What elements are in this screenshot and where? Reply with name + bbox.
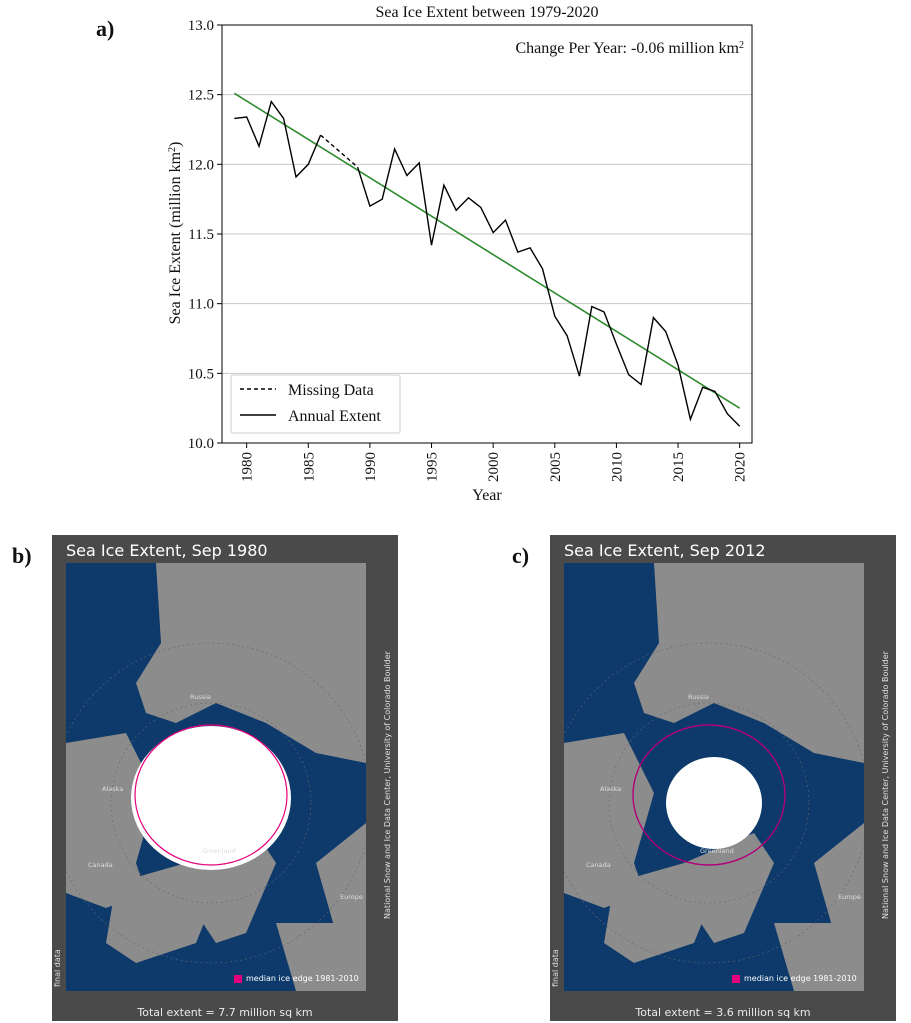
- map-title: Sea Ice Extent, Sep 2012: [564, 541, 766, 560]
- x-tick-label: 1980: [240, 452, 256, 482]
- chart-title: Sea Ice Extent between 1979-2020: [375, 4, 598, 21]
- label-russia: Russia: [688, 693, 709, 701]
- map-legend-label: median ice edge 1981-2010: [744, 974, 857, 983]
- lat-circle: [110, 702, 312, 904]
- label-europe: Europe: [340, 893, 363, 901]
- land-russia: [136, 563, 366, 763]
- land-south: [276, 923, 366, 991]
- arctic-map-canvas: Russia Alaska Canada Greenland Europe me…: [66, 563, 366, 991]
- arctic-map-svg: [564, 563, 864, 991]
- land-canada: [604, 863, 714, 963]
- land-canada: [106, 863, 216, 963]
- median-ice-edge: [134, 724, 288, 866]
- land-alaska: [66, 733, 156, 908]
- legend-annual-label: Annual Extent: [288, 408, 381, 425]
- land-russia: [634, 563, 864, 763]
- median-edge-swatch: [732, 975, 740, 983]
- x-tick-label: 1985: [301, 452, 317, 482]
- legend-box: [230, 374, 401, 434]
- x-tick-label: 2000: [486, 452, 502, 482]
- lat-circle: [66, 642, 366, 964]
- series-missing-data: [320, 134, 359, 168]
- total-extent: Total extent = 3.6 million sq km: [635, 1006, 811, 1019]
- median-ice-edge: [632, 724, 786, 866]
- credit-label: National Snow and Ice Data Center, Unive…: [879, 575, 893, 995]
- total-extent: Total extent = 7.7 million sq km: [137, 1006, 313, 1019]
- land-europe: [814, 823, 864, 943]
- land-europe: [316, 823, 366, 943]
- y-tick-label: 10.0: [188, 436, 214, 452]
- label-greenland: Greenland: [700, 847, 734, 855]
- y-axis-label: Sea Ice Extent (million km2): [167, 142, 185, 325]
- map-2012: Sea Ice Extent, Sep 2012 Russia Alaska C…: [550, 535, 896, 1021]
- credit-label: National Snow and Ice Data Center, Unive…: [381, 575, 395, 995]
- label-alaska: Alaska: [600, 785, 622, 793]
- x-tick-label: 1995: [425, 452, 441, 482]
- axes: 10.0 10.5 11.0 11.5 12.0 12.5 13.0 1980 1985 1990…: [188, 18, 753, 482]
- land-alaska: [564, 733, 654, 908]
- plot-frame: [221, 24, 753, 444]
- trend-line: [233, 92, 741, 409]
- panel-label-c: c): [512, 543, 530, 568]
- arctic-map-canvas: Russia Alaska Canada Greenland Europe me…: [564, 563, 864, 991]
- median-edge-swatch: [234, 975, 242, 983]
- sea-ice: [131, 726, 291, 870]
- y-tick-label: 12.0: [188, 157, 214, 173]
- map-1980: Sea Ice Extent, Sep 1980 Russia Alaska C…: [52, 535, 398, 1021]
- x-tick-label: 2020: [733, 452, 749, 482]
- lat-circle: [564, 642, 864, 964]
- y-tick-label: 11.0: [188, 297, 214, 313]
- x-tick-label: 1990: [363, 452, 379, 482]
- sea-ice: [666, 757, 762, 849]
- final-data-label: final data: [551, 949, 560, 987]
- label-canada: Canada: [88, 861, 113, 869]
- map-legend-label: median ice edge 1981-2010: [246, 974, 359, 983]
- y-tick-label: 12.5: [188, 88, 214, 104]
- label-europe: Europe: [838, 893, 861, 901]
- x-tick-label: 2015: [671, 452, 687, 482]
- chart-legend: Missing Data Annual Extent: [230, 374, 401, 434]
- series-annual-extent: [234, 100, 322, 179]
- label-alaska: Alaska: [102, 785, 124, 793]
- series-layer: [234, 100, 741, 427]
- series-annual-extent: [356, 146, 741, 427]
- x-tick-label: 2010: [609, 452, 625, 482]
- trend-layer: [233, 92, 741, 409]
- y-tick-label: 10.5: [188, 366, 214, 382]
- chart-annotation: Change Per Year: -0.06 million km2: [515, 40, 744, 58]
- label-canada: Canada: [586, 861, 611, 869]
- y-tick-label: 13.0: [188, 18, 214, 34]
- sea-ice-line-chart: Sea Ice Extent between 1979-2020 10.010.…: [167, 4, 753, 504]
- credit-text: National Snow and Ice Data Center, Unive…: [383, 651, 392, 919]
- legend-missing-label: Missing Data: [288, 382, 374, 399]
- land-south: [774, 923, 864, 991]
- credit-text: National Snow and Ice Data Center, Unive…: [881, 651, 890, 919]
- x-axis-label: Year: [472, 487, 502, 504]
- arctic-map-svg: [66, 563, 366, 991]
- panel-label-a: a): [96, 16, 115, 41]
- final-data-label: final data: [53, 949, 62, 987]
- map-title: Sea Ice Extent, Sep 1980: [66, 541, 268, 560]
- label-russia: Russia: [190, 693, 211, 701]
- panel-label-b: b): [12, 543, 32, 568]
- x-tick-label: 2005: [548, 452, 564, 482]
- land-greenland: [684, 833, 774, 943]
- label-greenland: Greenland: [202, 847, 236, 855]
- lat-circle: [608, 702, 810, 904]
- y-tick-label: 11.5: [188, 227, 214, 243]
